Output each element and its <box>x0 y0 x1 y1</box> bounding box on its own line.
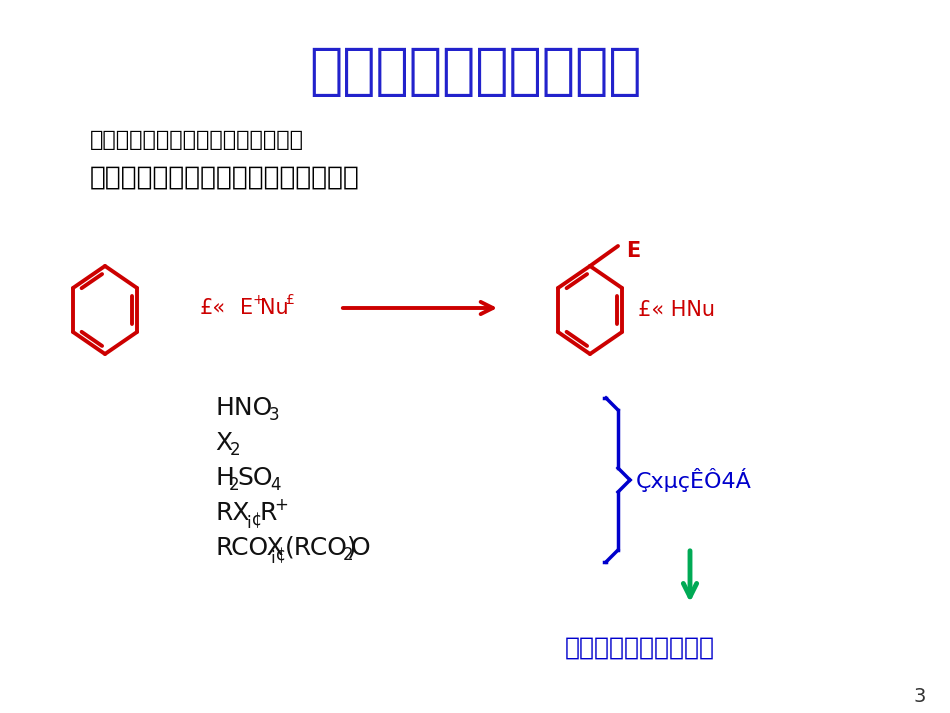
Text: HNO: HNO <box>215 396 273 420</box>
Text: E: E <box>626 241 640 261</box>
Text: £: £ <box>285 293 294 307</box>
Text: O: O <box>351 536 370 560</box>
Text: 4: 4 <box>270 476 280 494</box>
Text: 3: 3 <box>914 687 926 707</box>
Text: ¡¢: ¡¢ <box>245 511 262 529</box>
Text: +: + <box>274 496 288 514</box>
Text: ¡¢: ¡¢ <box>270 546 287 564</box>
Text: RCOX: RCOX <box>215 536 284 560</box>
Text: （一）、亲电取代反应: （一）、亲电取代反应 <box>309 45 641 99</box>
Text: £« HNu: £« HNu <box>638 300 715 320</box>
Text: 3: 3 <box>269 406 279 424</box>
Text: 单环芳烃最重要的亲电取代反应有：: 单环芳烃最重要的亲电取代反应有： <box>90 130 304 150</box>
Text: H: H <box>215 466 234 490</box>
Text: £«: £« <box>200 298 226 318</box>
Text: (RCO): (RCO) <box>285 536 357 560</box>
Text: Nu: Nu <box>260 298 289 318</box>
Text: 2: 2 <box>343 546 353 564</box>
Text: X: X <box>215 431 232 455</box>
Text: 2: 2 <box>230 441 240 459</box>
Text: 2: 2 <box>229 476 239 494</box>
Text: 缺电子或带正电的试剂: 缺电子或带正电的试剂 <box>565 636 715 660</box>
Text: 硝化、卤化、磺化、烷基化、和酰基化: 硝化、卤化、磺化、烷基化、和酰基化 <box>90 165 360 191</box>
Text: ÇxµçÊÔ4Á: ÇxµçÊÔ4Á <box>636 468 751 492</box>
Text: SO: SO <box>237 466 273 490</box>
Text: RX: RX <box>215 501 250 525</box>
Text: +: + <box>252 293 263 307</box>
Text: E: E <box>240 298 253 318</box>
Text: R: R <box>260 501 277 525</box>
